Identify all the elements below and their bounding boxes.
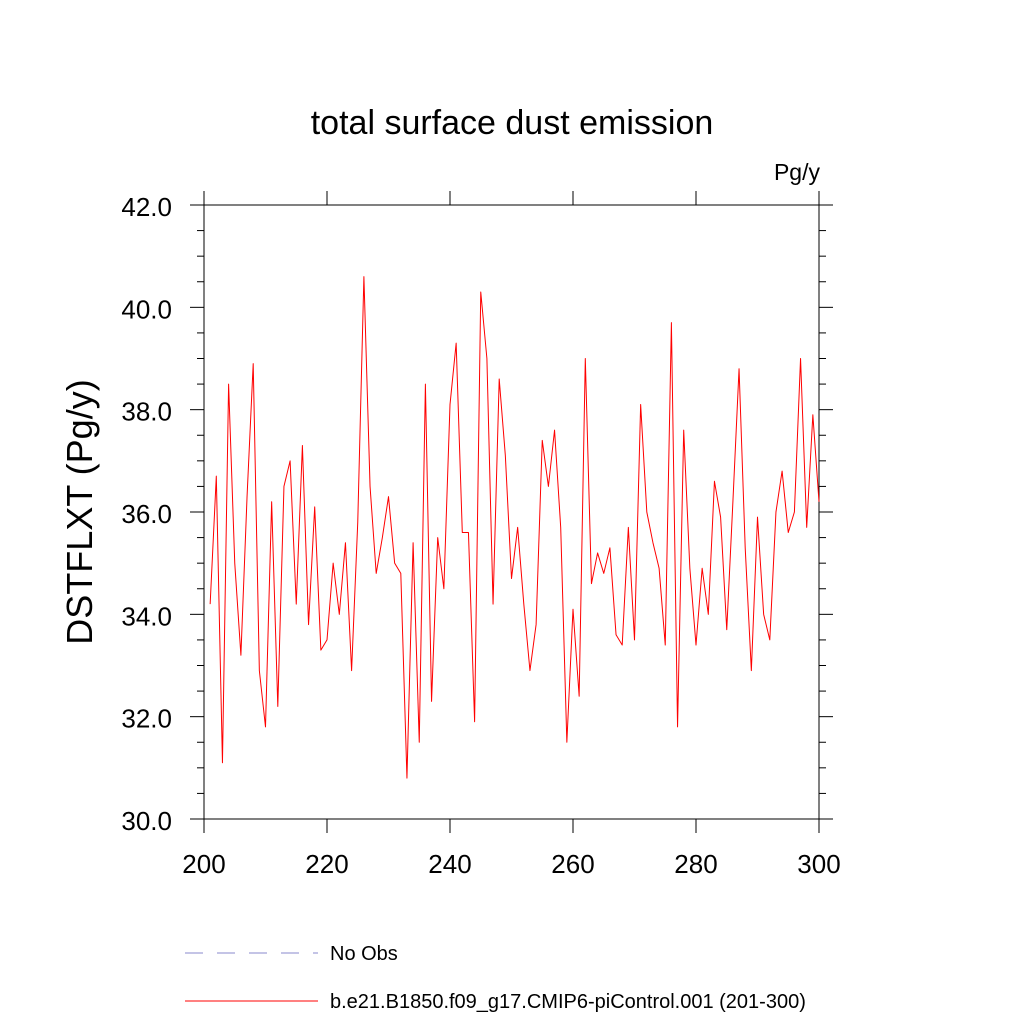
units-label: Pg/y — [774, 159, 821, 185]
x-tick-label: 240 — [428, 849, 471, 879]
y-tick-label: 38.0 — [121, 397, 172, 427]
x-axis-ticks: 200 220 240 260 280 300 — [182, 191, 841, 879]
x-tick-label: 200 — [182, 849, 225, 879]
x-tick-label: 280 — [674, 849, 717, 879]
plot-frame — [203, 204, 820, 820]
y-axis-ticks: 30.0 32.0 34.0 36.0 38.0 40.0 42.0 — [121, 192, 833, 836]
y-tick-label: 40.0 — [121, 294, 172, 324]
legend-label-obs: No Obs — [330, 943, 398, 965]
x-tick-label: 220 — [305, 849, 348, 879]
series-lines — [209, 276, 820, 779]
x-tick-label: 260 — [551, 849, 594, 879]
x-tick-label: 300 — [797, 849, 840, 879]
y-tick-label: 42.0 — [121, 192, 172, 222]
y-tick-label: 34.0 — [121, 601, 172, 631]
legend-label-model: b.e21.B1850.f09_g17.CMIP6-piControl.001 … — [330, 991, 806, 1013]
y-axis-label: DSTFLXT (Pg/y) — [59, 379, 100, 644]
chart-title: total surface dust emission — [311, 104, 714, 142]
y-tick-label: 36.0 — [121, 499, 172, 529]
y-tick-label: 32.0 — [121, 704, 172, 734]
legend: No Obs b.e21.B1850.f09_g17.CMIP6-piContr… — [185, 943, 806, 1013]
series-line-1 — [209, 276, 820, 779]
y-tick-label: 30.0 — [121, 806, 172, 836]
